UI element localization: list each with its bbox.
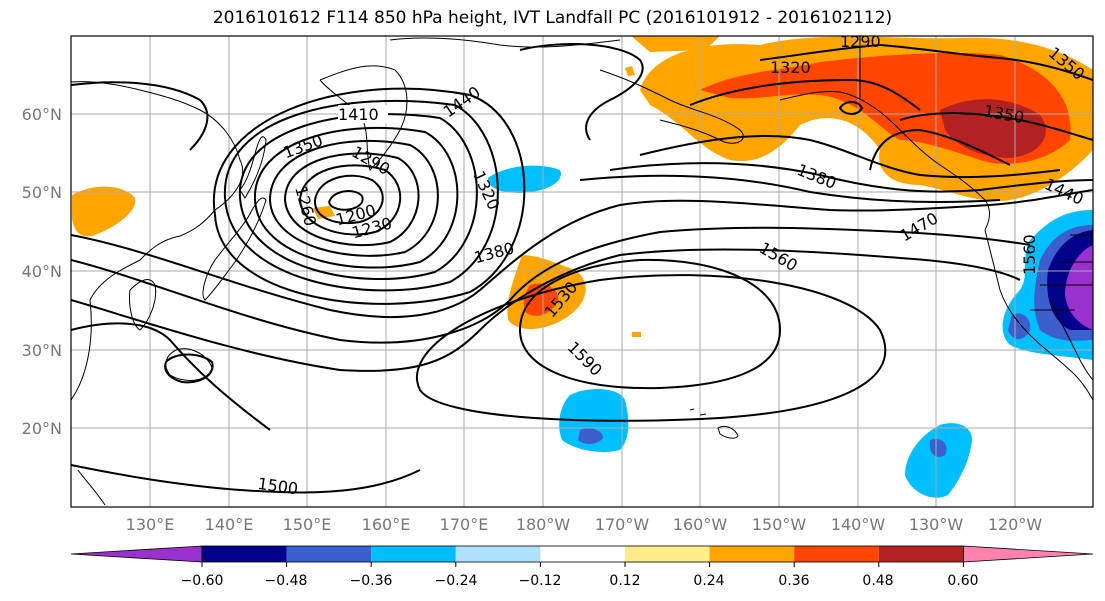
colorbar-extend-low bbox=[70, 545, 203, 563]
colorbar-swatch bbox=[286, 546, 372, 562]
height-contours bbox=[71, 43, 1093, 494]
lat-label: 50°N bbox=[22, 183, 62, 202]
lon-label: 140°E bbox=[205, 515, 254, 534]
colorbar-swatch bbox=[709, 546, 795, 562]
map-title: 2016101612 F114 850 hPa height, IVT Land… bbox=[212, 8, 893, 28]
colorbar-swatch bbox=[371, 546, 456, 562]
lon-label: 150°E bbox=[283, 515, 332, 534]
lat-label: 60°N bbox=[22, 105, 62, 124]
contour-label: 1320 bbox=[770, 58, 811, 77]
contour-label: 1560 bbox=[1020, 234, 1039, 275]
map-area: 1410 1440 1350 1290 1260 1200 1230 1320 … bbox=[71, 32, 1093, 507]
colorbar-ticks: −0.60 −0.48 −0.36 −0.24 −0.12 0.12 0.24 … bbox=[181, 573, 979, 589]
lat-labels: 60°N 50°N 40°N 30°N 20°N bbox=[22, 105, 62, 438]
lon-labels: 130°E 140°E 150°E 160°E 170°E 180°W 170°… bbox=[126, 515, 1043, 534]
colorbar-tick-label: −0.12 bbox=[519, 573, 562, 589]
colorbar-tick-label: −0.36 bbox=[350, 573, 393, 589]
lon-label: 160°W bbox=[673, 515, 728, 534]
colorbar-tick-label: 0.12 bbox=[609, 573, 640, 589]
colorbar-swatch bbox=[625, 546, 710, 562]
colorbar-swatch bbox=[202, 546, 287, 562]
colorbar-tick-label: 0.24 bbox=[693, 573, 724, 589]
colorbar-swatch bbox=[878, 546, 964, 562]
colorbar: −0.60 −0.48 −0.36 −0.24 −0.12 0.12 0.24 … bbox=[70, 545, 1094, 589]
lon-label: 180°W bbox=[516, 515, 571, 534]
lon-label: 140°W bbox=[831, 515, 886, 534]
contour-label: 1290 bbox=[840, 32, 881, 51]
ivt-positive-west bbox=[72, 186, 335, 237]
lon-label: 120°W bbox=[988, 515, 1043, 534]
lon-label: 160°E bbox=[362, 515, 411, 534]
lon-label: 150°W bbox=[752, 515, 807, 534]
lat-label: 40°N bbox=[22, 262, 62, 281]
lon-label: 130°W bbox=[909, 515, 964, 534]
lat-label: 20°N bbox=[22, 419, 62, 438]
contour-label: 1410 bbox=[338, 105, 379, 124]
lon-label: 170°W bbox=[595, 515, 650, 534]
lon-label: 130°E bbox=[126, 515, 175, 534]
colorbar-tick-label: −0.48 bbox=[265, 573, 308, 589]
colorbar-extend-high bbox=[963, 545, 1094, 563]
colorbar-tick-label: −0.24 bbox=[435, 573, 478, 589]
colorbar-tick-label: −0.60 bbox=[181, 573, 224, 589]
lon-label: 170°E bbox=[440, 515, 489, 534]
colorbar-tick-label: 0.60 bbox=[947, 573, 978, 589]
lat-label: 30°N bbox=[22, 341, 62, 360]
colorbar-tick-label: 0.36 bbox=[778, 573, 809, 589]
colorbar-swatches bbox=[70, 545, 1094, 567]
colorbar-tick-label: 0.48 bbox=[862, 573, 893, 589]
colorbar-swatch bbox=[794, 546, 879, 562]
map-frame bbox=[70, 35, 1094, 508]
ivt-positive-alaska bbox=[625, 36, 1093, 202]
colorbar-swatch bbox=[455, 546, 541, 562]
colorbar-swatch bbox=[540, 546, 625, 562]
colorbar-frame bbox=[201, 545, 964, 563]
